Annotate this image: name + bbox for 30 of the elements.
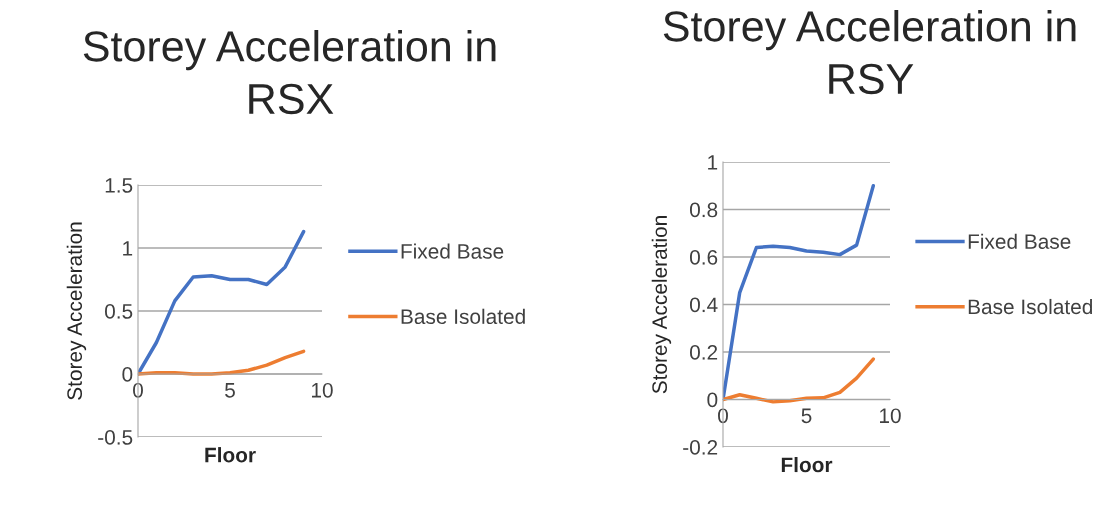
x-tick-label: 10 (880, 408, 901, 424)
y-tick-label: 0.6 (689, 250, 718, 265)
y-tick-label: -0.5 (98, 430, 133, 445)
line-series (723, 357, 876, 404)
y-tick-label: -0.2 (683, 440, 718, 455)
x-tick-label: 10 (312, 382, 333, 398)
y-tick-label: 0.2 (689, 345, 718, 360)
x-axis-title: Floor (205, 447, 256, 463)
y-axis-title: Storey Acceleration (651, 216, 672, 394)
legend-label: Base Isolated (401, 308, 525, 325)
x-tick-label: 5 (225, 383, 235, 398)
y-tick-label: 1 (123, 241, 133, 256)
y-tick-label: 0 (707, 392, 718, 408)
y-tick-label: 0.4 (689, 297, 718, 313)
chart-title: Storey Acceleration in RSX (83, 30, 496, 115)
y-tick-label: 1.5 (105, 178, 133, 193)
y-tick-label: 1 (708, 155, 718, 170)
x-tick-label: 0 (718, 408, 728, 424)
chart-title: Storey Acceleration in RSY (663, 10, 1076, 95)
legend-label: Fixed Base (968, 233, 1071, 249)
x-axis-title: Floor (781, 456, 833, 473)
y-tick-label: 0.5 (104, 304, 133, 319)
legend-label: Base Isolated (968, 298, 1092, 315)
y-tick-label: 0.8 (689, 202, 718, 218)
legend-label: Fixed Base (401, 243, 504, 259)
x-tick-label: 5 (801, 408, 812, 424)
x-tick-label: 0 (133, 382, 143, 398)
line-series (138, 349, 306, 376)
y-axis-title: Storey Acceleration (66, 222, 87, 400)
y-tick-label: 0 (122, 367, 133, 382)
